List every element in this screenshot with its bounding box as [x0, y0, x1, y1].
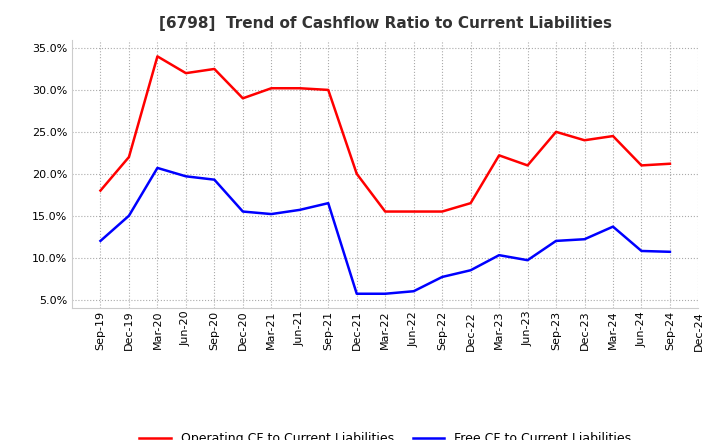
- Legend: Operating CF to Current Liabilities, Free CF to Current Liabilities: Operating CF to Current Liabilities, Fre…: [135, 427, 636, 440]
- Operating CF to Current Liabilities: [523, 163, 532, 168]
- Free CF to Current Liabilities: [238, 209, 247, 214]
- Operating CF to Current Liabilities: [608, 133, 617, 139]
- Operating CF to Current Liabilities: [410, 209, 418, 214]
- Operating CF to Current Liabilities: [467, 201, 475, 206]
- Operating CF to Current Liabilities: [665, 161, 674, 166]
- Free CF to Current Liabilities: [580, 237, 589, 242]
- Operating CF to Current Liabilities: [352, 171, 361, 176]
- Operating CF to Current Liabilities: [637, 163, 646, 168]
- Operating CF to Current Liabilities: [238, 95, 247, 101]
- Operating CF to Current Liabilities: [125, 154, 133, 160]
- Free CF to Current Liabilities: [552, 238, 560, 244]
- Free CF to Current Liabilities: [153, 165, 162, 171]
- Free CF to Current Liabilities: [210, 177, 219, 182]
- Free CF to Current Liabilities: [608, 224, 617, 229]
- Free CF to Current Liabilities: [410, 289, 418, 294]
- Free CF to Current Liabilities: [523, 257, 532, 263]
- Free CF to Current Liabilities: [181, 174, 190, 179]
- Free CF to Current Liabilities: [467, 268, 475, 273]
- Free CF to Current Liabilities: [324, 201, 333, 206]
- Free CF to Current Liabilities: [352, 291, 361, 297]
- Operating CF to Current Liabilities: [210, 66, 219, 72]
- Operating CF to Current Liabilities: [324, 87, 333, 92]
- Line: Free CF to Current Liabilities: Free CF to Current Liabilities: [101, 168, 670, 294]
- Operating CF to Current Liabilities: [438, 209, 446, 214]
- Operating CF to Current Liabilities: [381, 209, 390, 214]
- Operating CF to Current Liabilities: [580, 138, 589, 143]
- Operating CF to Current Liabilities: [552, 129, 560, 135]
- Free CF to Current Liabilities: [125, 213, 133, 218]
- Free CF to Current Liabilities: [665, 249, 674, 254]
- Free CF to Current Liabilities: [637, 248, 646, 253]
- Operating CF to Current Liabilities: [153, 54, 162, 59]
- Free CF to Current Liabilities: [438, 274, 446, 279]
- Operating CF to Current Liabilities: [96, 188, 105, 193]
- Operating CF to Current Liabilities: [495, 153, 503, 158]
- Free CF to Current Liabilities: [295, 207, 304, 213]
- Operating CF to Current Liabilities: [295, 86, 304, 91]
- Free CF to Current Liabilities: [96, 238, 105, 244]
- Operating CF to Current Liabilities: [267, 86, 276, 91]
- Operating CF to Current Liabilities: [181, 70, 190, 76]
- Free CF to Current Liabilities: [267, 211, 276, 216]
- Title: [6798]  Trend of Cashflow Ratio to Current Liabilities: [6798] Trend of Cashflow Ratio to Curren…: [158, 16, 612, 32]
- Line: Operating CF to Current Liabilities: Operating CF to Current Liabilities: [101, 56, 670, 212]
- Free CF to Current Liabilities: [495, 253, 503, 258]
- Free CF to Current Liabilities: [381, 291, 390, 297]
